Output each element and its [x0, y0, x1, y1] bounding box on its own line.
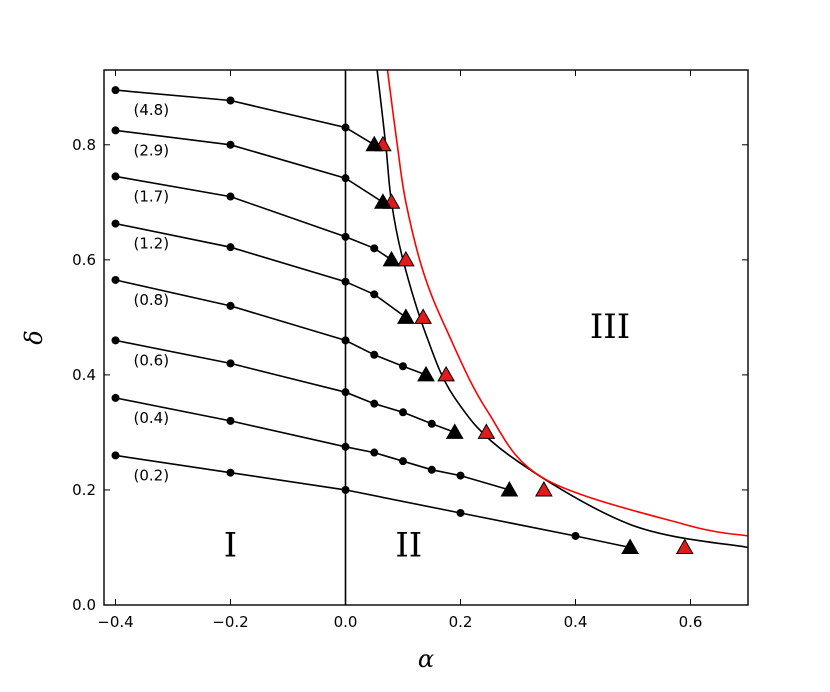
- series-2: (0.6): [111, 336, 496, 439]
- data-point: [226, 243, 235, 252]
- data-point: [341, 442, 350, 451]
- x-tick-label: −0.4: [97, 613, 133, 631]
- triangle-marker-black: [417, 365, 435, 382]
- series-1: (0.4): [111, 393, 553, 497]
- triangle-marker-red: [535, 480, 553, 497]
- data-point: [456, 508, 465, 517]
- data-point: [111, 393, 120, 402]
- data-point: [399, 457, 407, 466]
- region-label: III: [590, 307, 630, 347]
- x-axis-label: α: [418, 645, 434, 673]
- triangle-marker-red: [414, 308, 432, 324]
- data-point: [427, 419, 436, 428]
- data-point: [226, 140, 235, 149]
- series-line: [115, 454, 631, 549]
- data-point: [341, 123, 350, 132]
- triangle-marker-black: [365, 135, 384, 152]
- x-tick-label: −0.2: [212, 613, 248, 631]
- region-label: I: [224, 525, 237, 565]
- data-point: [427, 465, 436, 474]
- triangle-marker-red: [477, 423, 496, 439]
- data-point: [341, 277, 350, 286]
- data-point: [341, 485, 350, 494]
- y-tick-label: 0.0: [72, 596, 96, 614]
- series-label: (4.8): [134, 101, 170, 119]
- data-point: [370, 448, 379, 457]
- data-point: [111, 451, 120, 460]
- y-tick-label: 0.4: [72, 366, 96, 384]
- data-point: [399, 362, 407, 371]
- series-label: (0.2): [134, 466, 170, 484]
- series-line: [115, 279, 427, 376]
- data-point: [226, 192, 235, 201]
- data-point: [456, 471, 465, 480]
- plot-layer: (0.2) (0.4) (0.6) (0.8) (1.2) (1.7) (2.9) (4.8)…: [111, 70, 748, 605]
- data-point: [370, 399, 379, 408]
- series-label: (0.8): [134, 291, 170, 309]
- plot-frame: [103, 69, 749, 606]
- data-point: [370, 350, 379, 359]
- triangle-marker-red: [675, 538, 694, 554]
- data-point: [341, 174, 350, 183]
- y-tick-label: 0.6: [72, 251, 96, 269]
- data-point: [341, 388, 350, 397]
- axes-layer: −0.4 −0.2 0.0 0.2 0.4 0.6 0.0 0.2 0.4 0.6 0.8 α δ: [20, 69, 749, 673]
- triangle-marker-black: [500, 480, 519, 497]
- data-point: [111, 336, 120, 345]
- data-point: [111, 172, 120, 181]
- region-label: II: [395, 525, 422, 565]
- data-point: [370, 290, 379, 299]
- data-point: [399, 408, 407, 417]
- series-line: [115, 397, 510, 491]
- triangle-marker-black: [374, 193, 392, 209]
- triangle-marker-black: [382, 250, 401, 267]
- triangle-marker-black: [621, 538, 639, 554]
- series-label: (1.2): [134, 235, 170, 253]
- data-point: [111, 126, 120, 135]
- data-point: [226, 301, 235, 310]
- series-4: (1.2): [111, 219, 432, 324]
- triangle-marker-red: [437, 365, 455, 382]
- x-tick-label: 0.0: [334, 613, 358, 631]
- series-6: (2.9): [111, 126, 401, 209]
- data-point: [341, 232, 350, 241]
- series-label: (0.6): [134, 351, 170, 369]
- data-point: [370, 244, 379, 253]
- data-point: [111, 275, 120, 284]
- y-axis-label: δ: [20, 330, 48, 344]
- series-3: (0.8): [111, 275, 455, 382]
- series-0: (0.2): [111, 451, 694, 554]
- boundary-curve-black: [376, 70, 748, 549]
- data-point: [226, 468, 235, 477]
- series-7: (4.8): [111, 86, 392, 152]
- triangle-marker-black: [397, 308, 415, 324]
- x-tick-label: 0.2: [449, 613, 473, 631]
- data-point: [226, 359, 235, 368]
- triangle-marker-red: [397, 250, 415, 267]
- series-line: [115, 129, 384, 203]
- data-point: [226, 96, 235, 105]
- data-point: [111, 86, 120, 95]
- series-label: (0.4): [134, 409, 170, 427]
- y-tick-label: 0.2: [72, 481, 96, 499]
- series-5: (1.7): [111, 172, 415, 267]
- x-tick-label: 0.4: [564, 613, 588, 631]
- data-point: [111, 219, 120, 228]
- series-label: (2.9): [134, 141, 170, 159]
- data-point: [571, 531, 580, 540]
- data-point: [341, 336, 350, 345]
- series-label: (1.7): [134, 187, 170, 205]
- triangle-marker-black: [445, 423, 464, 439]
- y-tick-label: 0.8: [72, 136, 96, 154]
- boundary-curve-red: [386, 70, 748, 537]
- data-point: [226, 416, 235, 425]
- x-tick-label: 0.6: [679, 613, 703, 631]
- series-line: [115, 89, 375, 146]
